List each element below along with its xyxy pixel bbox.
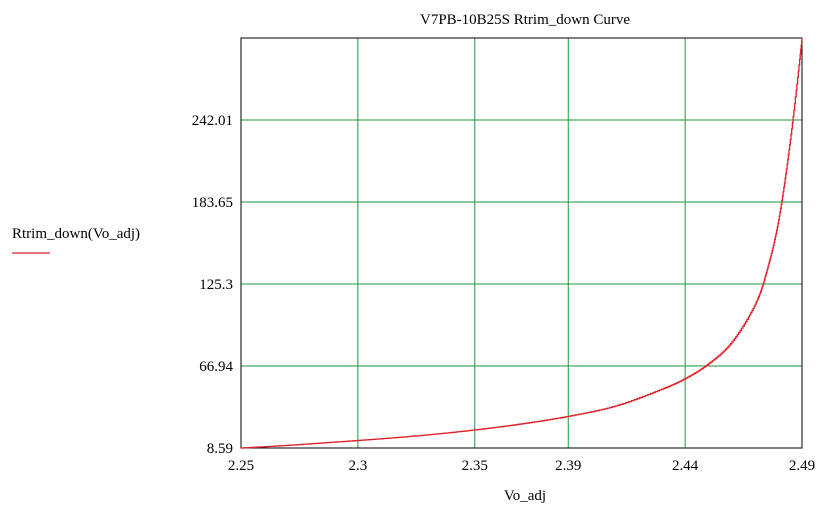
- grid: [241, 38, 802, 448]
- x-axis-label: Vo_adj: [504, 488, 546, 504]
- x-tick-label: 2.25: [228, 458, 254, 474]
- plot-frame: [240, 37, 803, 449]
- x-tick-label: 2.39: [555, 458, 581, 474]
- x-tick-label: 2.35: [462, 458, 488, 474]
- y-tick-label: 8.59: [207, 441, 233, 457]
- chart-title: V7PB-10B25S Rtrim_down Curve: [420, 12, 630, 28]
- y-axis-ticks: 8.59 66.94 125.3 183.65 242.01: [192, 113, 234, 457]
- x-tick-label: 2.49: [789, 458, 815, 474]
- series-line: [241, 38, 803, 449]
- x-tick-label: 2.44: [672, 458, 699, 474]
- y-tick-label: 242.01: [192, 113, 233, 129]
- y-tick-label: 66.94: [199, 359, 233, 375]
- y-tick-label: 183.65: [192, 195, 233, 211]
- x-axis-ticks: 2.25 2.3 2.35 2.39 2.44 2.49: [228, 458, 815, 474]
- x-tick-label: 2.3: [349, 458, 368, 474]
- series: [241, 38, 803, 449]
- y-tick-label: 125.3: [199, 277, 233, 293]
- y-axis-label: Rtrim_down(Vo_adj): [12, 226, 140, 242]
